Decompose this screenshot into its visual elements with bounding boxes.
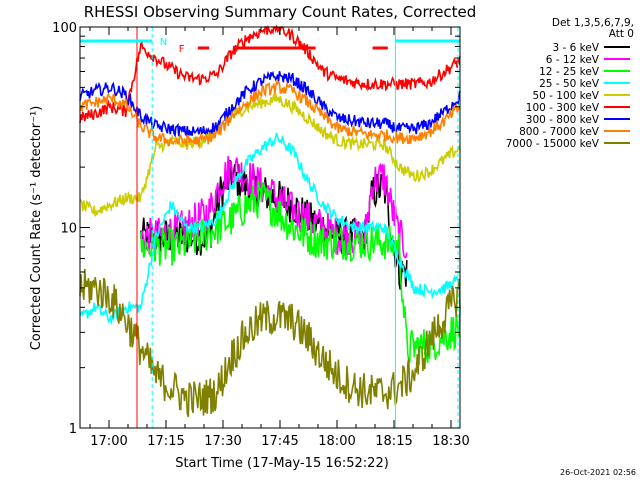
legend-label-0: 3 - 6 keV: [552, 42, 599, 54]
legend-header-line-2: Att 0: [609, 28, 634, 40]
flag-N-label: N: [160, 37, 167, 48]
series-line-6: [79, 70, 461, 138]
series-line-4: [79, 93, 461, 217]
y-tick-label-1: 10: [60, 222, 77, 237]
legend-label-5: 100 - 300 keV: [526, 102, 600, 114]
legend-label-7: 800 - 7000 keV: [519, 126, 600, 138]
x-tick-label-6: 18:30: [432, 434, 469, 449]
axes: 1 10 100 17:00 17:15 17:30 17:45 18:00 18:15 18:3…: [52, 21, 470, 449]
x-tick-label-4: 18:00: [318, 434, 355, 449]
legend-label-2: 12 - 25 keV: [539, 66, 600, 78]
footer-timestamp: 26-Oct-2021 02:56: [560, 468, 636, 477]
legend-label-8: 7000 - 15000 keV: [506, 138, 600, 150]
legend-header-line-1: Det 1,3,5,6,7,9,: [552, 17, 634, 29]
plot-area: NF: [79, 24, 461, 428]
legend-label-3: 25 - 50 keV: [539, 78, 600, 90]
legend-label-4: 50 - 100 keV: [532, 90, 599, 102]
x-tick-label-3: 17:45: [261, 434, 298, 449]
series-line-8: [79, 268, 461, 418]
series-line-5: [79, 24, 461, 124]
x-tick-label-0: 17:00: [90, 434, 127, 449]
series-line-2: [140, 181, 461, 365]
x-tick-label-5: 18:15: [375, 434, 412, 449]
chart-title: RHESSI Observing Summary Count Rates, Co…: [84, 3, 477, 21]
x-axis-label: Start Time (17-May-15 16:52:22): [175, 456, 389, 471]
legend-label-1: 6 - 12 keV: [546, 54, 600, 66]
y-tick-label-0: 1: [69, 422, 77, 437]
x-tick-label-2: 17:30: [204, 434, 241, 449]
y-tick-label-2: 100: [52, 21, 77, 36]
series-line-7: [79, 79, 461, 148]
series-line-3: [79, 132, 460, 324]
y-axis-label: Corrected Count Rate (s⁻¹ detector⁻¹): [29, 106, 44, 351]
legend-label-6: 300 - 800 keV: [526, 114, 600, 126]
x-tick-label-1: 17:15: [147, 434, 184, 449]
flag-F-label: F: [179, 44, 185, 55]
